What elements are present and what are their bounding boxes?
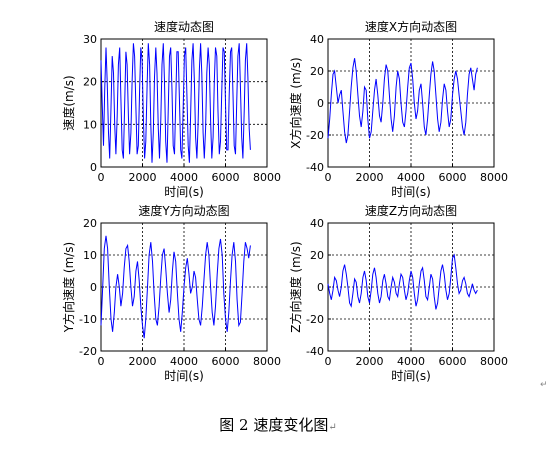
- chart-title: 速度X方向动态图: [365, 19, 457, 34]
- x-tick-label: 2000: [129, 355, 157, 368]
- y-tick-label: -20: [79, 345, 97, 358]
- x-tick-label: 8000: [253, 171, 281, 184]
- y-tick-label: 40: [310, 33, 324, 46]
- y-tick-label: 30: [83, 33, 97, 46]
- x-tick-label: 2000: [356, 355, 384, 368]
- series-line-1: [100, 43, 251, 163]
- y-tick-label: -40: [306, 345, 324, 358]
- y-axis-label: Y方向速度 (m/s): [61, 242, 76, 334]
- y-tick-label: 20: [83, 76, 97, 89]
- chart-title: 速度Z方向动态图: [365, 203, 457, 218]
- y-tick-label: -10: [79, 313, 97, 326]
- chart-title: 速度动态图: [154, 19, 214, 34]
- y-tick-label: -20: [306, 313, 324, 326]
- y-tick-label: 20: [310, 249, 324, 262]
- y-axis-label: 速度(m/s): [61, 75, 76, 130]
- x-tick-label: 0: [325, 171, 332, 184]
- x-axis-label: 时间(s): [164, 369, 204, 383]
- caption-return-mark: ↵: [328, 422, 337, 433]
- chart-panel-4: 0 2000 4000 6000 8000 -40 -20 0 20 40 速度Z方向动态图时间(s…: [288, 203, 508, 383]
- x-tick-label: 6000: [439, 171, 467, 184]
- y-tick-label: -40: [306, 161, 324, 174]
- x-tick-label: 4000: [170, 355, 198, 368]
- x-axis-label: 时间(s): [391, 185, 431, 199]
- y-tick-label: 0: [90, 161, 97, 174]
- caption-text: 图 2 速度变化图: [219, 416, 329, 434]
- x-tick-label: 6000: [212, 171, 240, 184]
- y-axis-label: Z方向速度 (m/s): [288, 241, 303, 332]
- x-tick-label: 0: [98, 171, 105, 184]
- y-tick-label: 10: [83, 249, 97, 262]
- x-tick-label: 8000: [480, 171, 508, 184]
- x-axis-label: 时间(s): [164, 185, 204, 199]
- x-tick-label: 4000: [397, 355, 425, 368]
- y-tick-label: 20: [83, 217, 97, 230]
- x-tick-label: 2000: [129, 171, 157, 184]
- y-tick-label: 0: [317, 97, 324, 110]
- x-tick-label: 6000: [439, 355, 467, 368]
- x-tick-label: 2000: [356, 171, 384, 184]
- chart-title: 速度Y方向动态图: [138, 203, 229, 218]
- figure-caption: 图 2 速度变化图↵: [0, 414, 556, 435]
- chart-panel-3: 0 2000 4000 6000 8000 -20 -10 0 10 20 速度Y方向动态图时间(s…: [61, 203, 281, 383]
- series-line-1: [327, 58, 478, 144]
- series-line-1: [100, 235, 251, 339]
- x-tick-label: 0: [325, 355, 332, 368]
- series-line-1: [327, 253, 478, 310]
- x-tick-label: 6000: [212, 355, 240, 368]
- x-tick-label: 8000: [253, 355, 281, 368]
- y-tick-label: 0: [317, 281, 324, 294]
- x-tick-label: 0: [98, 355, 105, 368]
- y-tick-label: -20: [306, 129, 324, 142]
- x-tick-label: 4000: [170, 171, 198, 184]
- x-tick-label: 8000: [480, 355, 508, 368]
- corner-return-mark: ↵: [540, 380, 548, 390]
- y-tick-label: 20: [310, 65, 324, 78]
- y-tick-label: 10: [83, 118, 97, 131]
- y-tick-label: 40: [310, 217, 324, 230]
- y-axis-label: X方向速度 (m/s): [288, 57, 303, 148]
- y-tick-label: 0: [90, 281, 97, 294]
- x-axis-label: 时间(s): [391, 369, 431, 383]
- chart-panel-2: 0 2000 4000 6000 8000 -40 -20 0 20 40 速度X方向动态图时间(s…: [288, 19, 508, 199]
- x-tick-label: 4000: [397, 171, 425, 184]
